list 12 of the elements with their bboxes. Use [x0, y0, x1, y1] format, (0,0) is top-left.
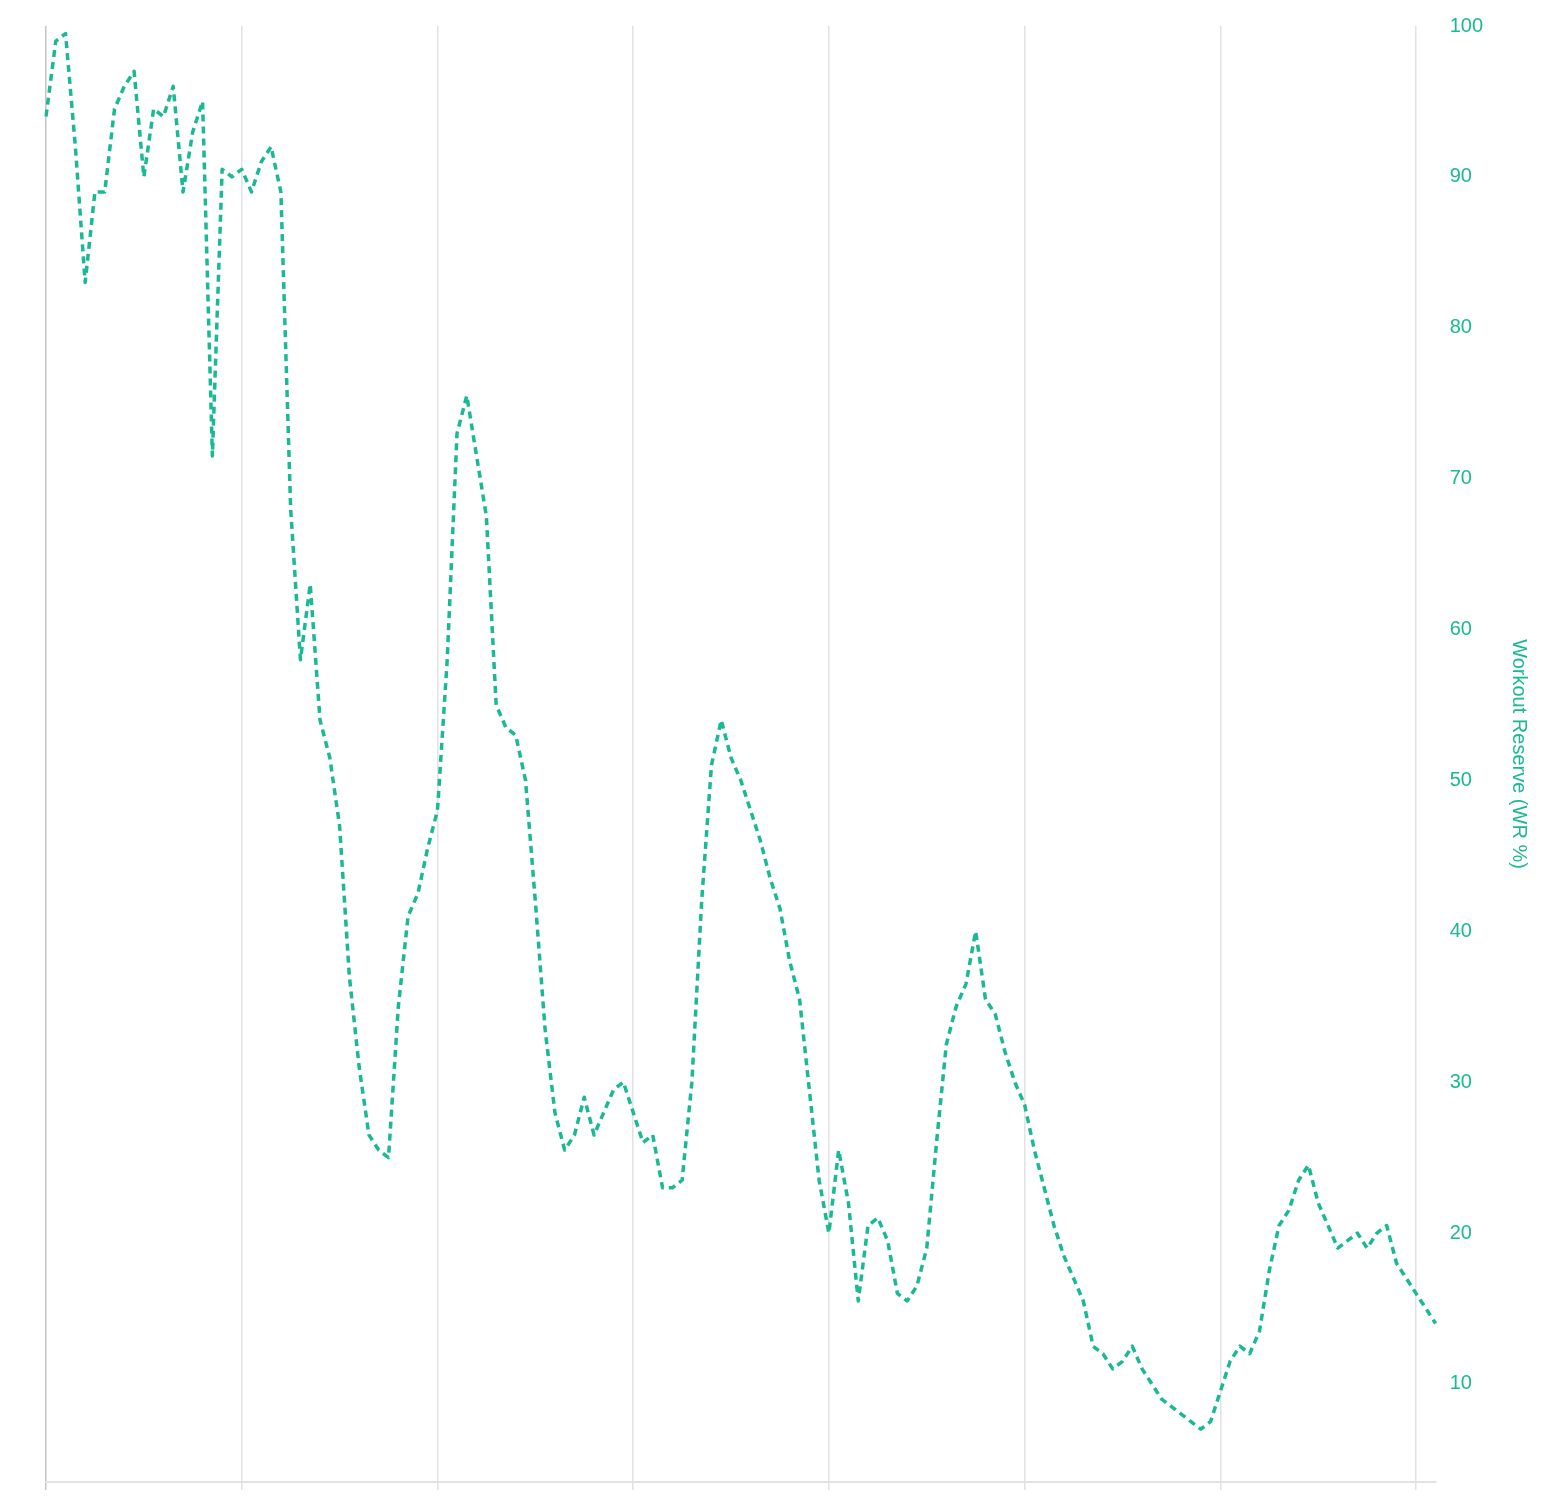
y-axis-title: Workout Reserve (WR %): [1509, 639, 1532, 869]
line-series: [44, 31, 1438, 1431]
y-tick-label: 90: [1449, 164, 1472, 187]
y-tick-label: 60: [1449, 617, 1472, 640]
y-tick-label: 80: [1449, 315, 1472, 338]
y-tick-label: 20: [1449, 1220, 1472, 1243]
y-tick-label: 100: [1449, 13, 1484, 36]
y-tick-label: 70: [1449, 466, 1472, 489]
y-tick-label: 30: [1449, 1069, 1472, 1092]
y-tick-label: 10: [1449, 1371, 1472, 1394]
y-tick-label: 50: [1449, 767, 1472, 790]
y-tick-label: 40: [1449, 918, 1472, 941]
